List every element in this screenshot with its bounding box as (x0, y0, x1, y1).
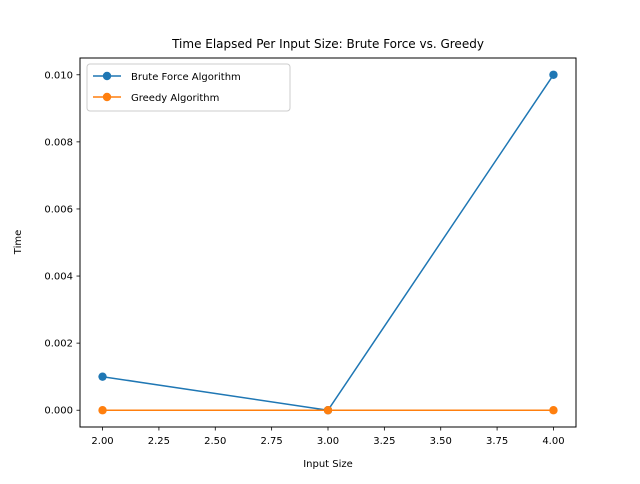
x-tick-label: 3.25 (373, 436, 395, 447)
y-tick-label: 0.008 (44, 137, 73, 148)
y-axis-label: Time (13, 230, 24, 255)
y-tick-label: 0.000 (44, 406, 73, 417)
y-tick-label: 0.010 (44, 70, 73, 81)
legend-entry-brute-force: Brute Force Algorithm (93, 71, 241, 83)
series-layer (98, 70, 558, 415)
legend-swatch-marker-brute-force (102, 71, 112, 81)
x-tick-label: 4.00 (542, 436, 564, 447)
y-tick-label: 0.004 (44, 272, 73, 283)
x-axis-label: Input Size (303, 459, 353, 470)
data-point-greedy (549, 406, 558, 415)
series-brute-force (98, 70, 558, 415)
x-tick-label: 3.75 (486, 436, 508, 447)
x-tick-label: 3.00 (317, 436, 339, 447)
ticks-layer: 2.00 2.25 2.50 2.75 3.00 3.25 3.50 3.75 4.00 0.00… (44, 70, 564, 447)
legend-label-brute-force: Brute Force Algorithm (131, 72, 241, 83)
data-point-greedy (323, 406, 333, 415)
data-point-brute-force (98, 372, 107, 381)
series-greedy (98, 406, 558, 415)
series-line-brute-force (101, 73, 555, 411)
legend-swatch-marker-greedy (102, 92, 112, 102)
legend: Brute Force Algorithm Greedy Algorithm (86, 63, 291, 112)
y-tick-label: 0.002 (44, 339, 73, 350)
legend-label-greedy: Greedy Algorithm (131, 93, 219, 104)
legend-box (86, 63, 291, 112)
data-point-brute-force (549, 70, 558, 79)
legend-entry-greedy: Greedy Algorithm (93, 92, 219, 104)
y-tick-label: 0.006 (44, 204, 73, 215)
x-tick-label: 2.25 (148, 436, 170, 447)
x-tick-label: 2.00 (91, 436, 113, 447)
chart-title: Time Elapsed Per Input Size: Brute Force… (171, 37, 484, 51)
plot-area-frame (79, 57, 577, 428)
x-tick-label: 2.75 (261, 436, 283, 447)
x-tick-label: 2.50 (204, 436, 226, 447)
x-tick-label: 3.50 (430, 436, 452, 447)
data-point-greedy (98, 406, 107, 415)
